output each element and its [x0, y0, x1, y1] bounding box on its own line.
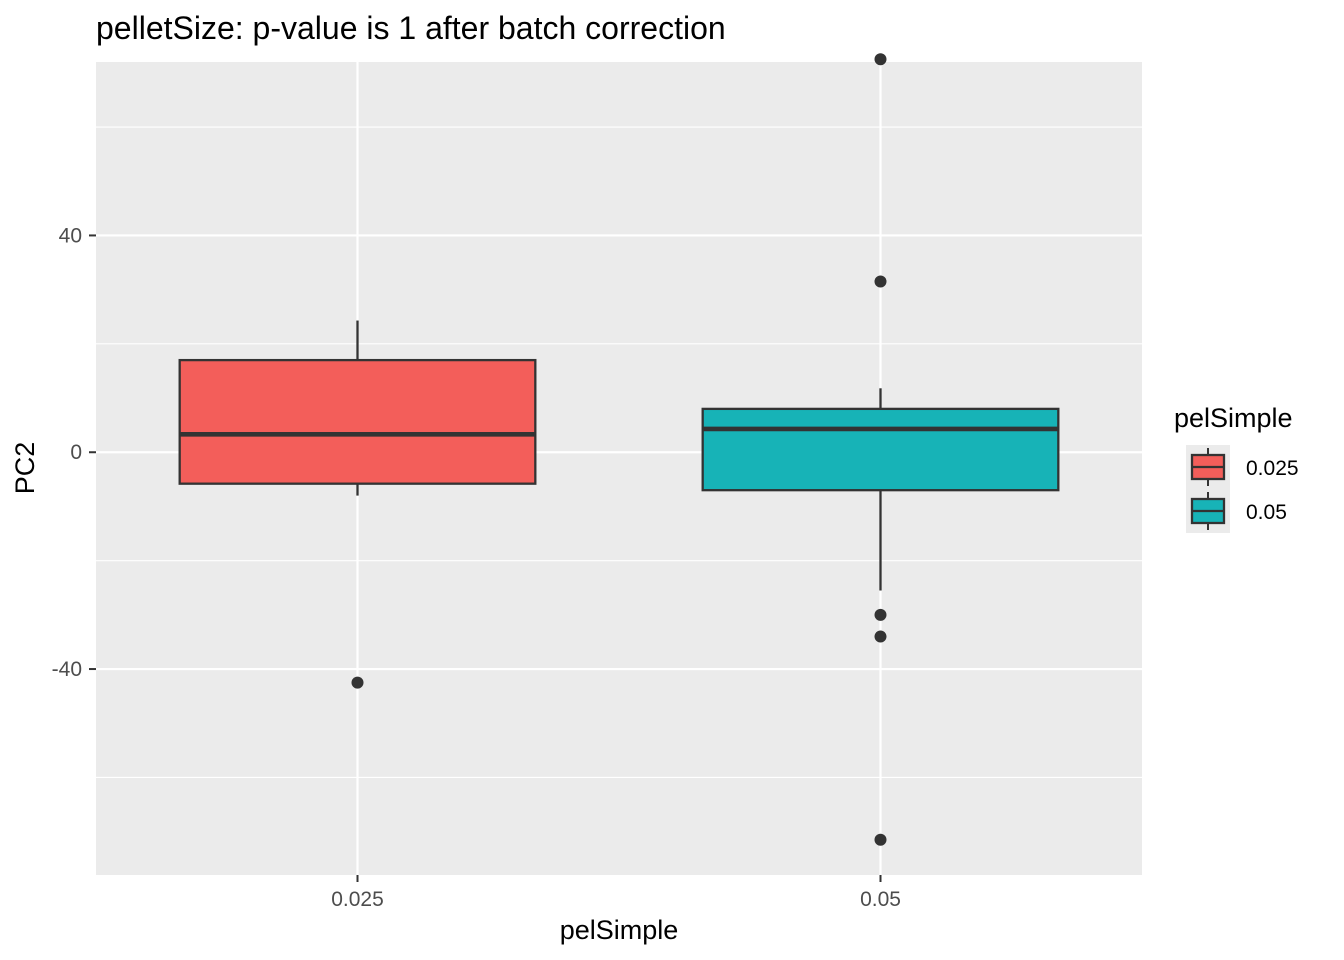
y-tick-label: -40 — [52, 658, 82, 681]
legend-label: 0.025 — [1246, 457, 1299, 480]
legend-item-0.05: 0.05 — [1186, 489, 1287, 533]
box-0.05 — [701, 53, 1060, 846]
outlier-point — [874, 53, 887, 66]
iqr-box — [701, 407, 1060, 492]
outlier-point — [874, 275, 887, 288]
y-tick-label: 40 — [59, 224, 82, 247]
x-tick-label: 0.025 — [331, 888, 384, 911]
x-axis-title: pelSimple — [560, 915, 679, 945]
legend-title: pelSimple — [1174, 403, 1293, 433]
legend-label: 0.05 — [1246, 501, 1287, 524]
outlier-point — [874, 608, 887, 621]
y-tick-label: 0 — [70, 441, 82, 464]
outlier-point — [874, 833, 887, 846]
x-tick-label: 0.05 — [860, 888, 901, 911]
iqr-box — [178, 358, 537, 485]
legend-item-0.025: 0.025 — [1186, 445, 1299, 489]
chart-title: pelletSize: p-value is 1 after batch cor… — [96, 10, 726, 46]
y-axis-title: PC2 — [10, 442, 40, 495]
outlier-point — [874, 630, 887, 643]
outlier-point — [351, 676, 364, 689]
axis-ticks: -40 0 40 0.025 0.05 — [52, 224, 901, 911]
legend: 0.025 0.05 — [1186, 445, 1299, 533]
box-0.025 — [178, 320, 537, 689]
box-series — [178, 53, 1060, 846]
